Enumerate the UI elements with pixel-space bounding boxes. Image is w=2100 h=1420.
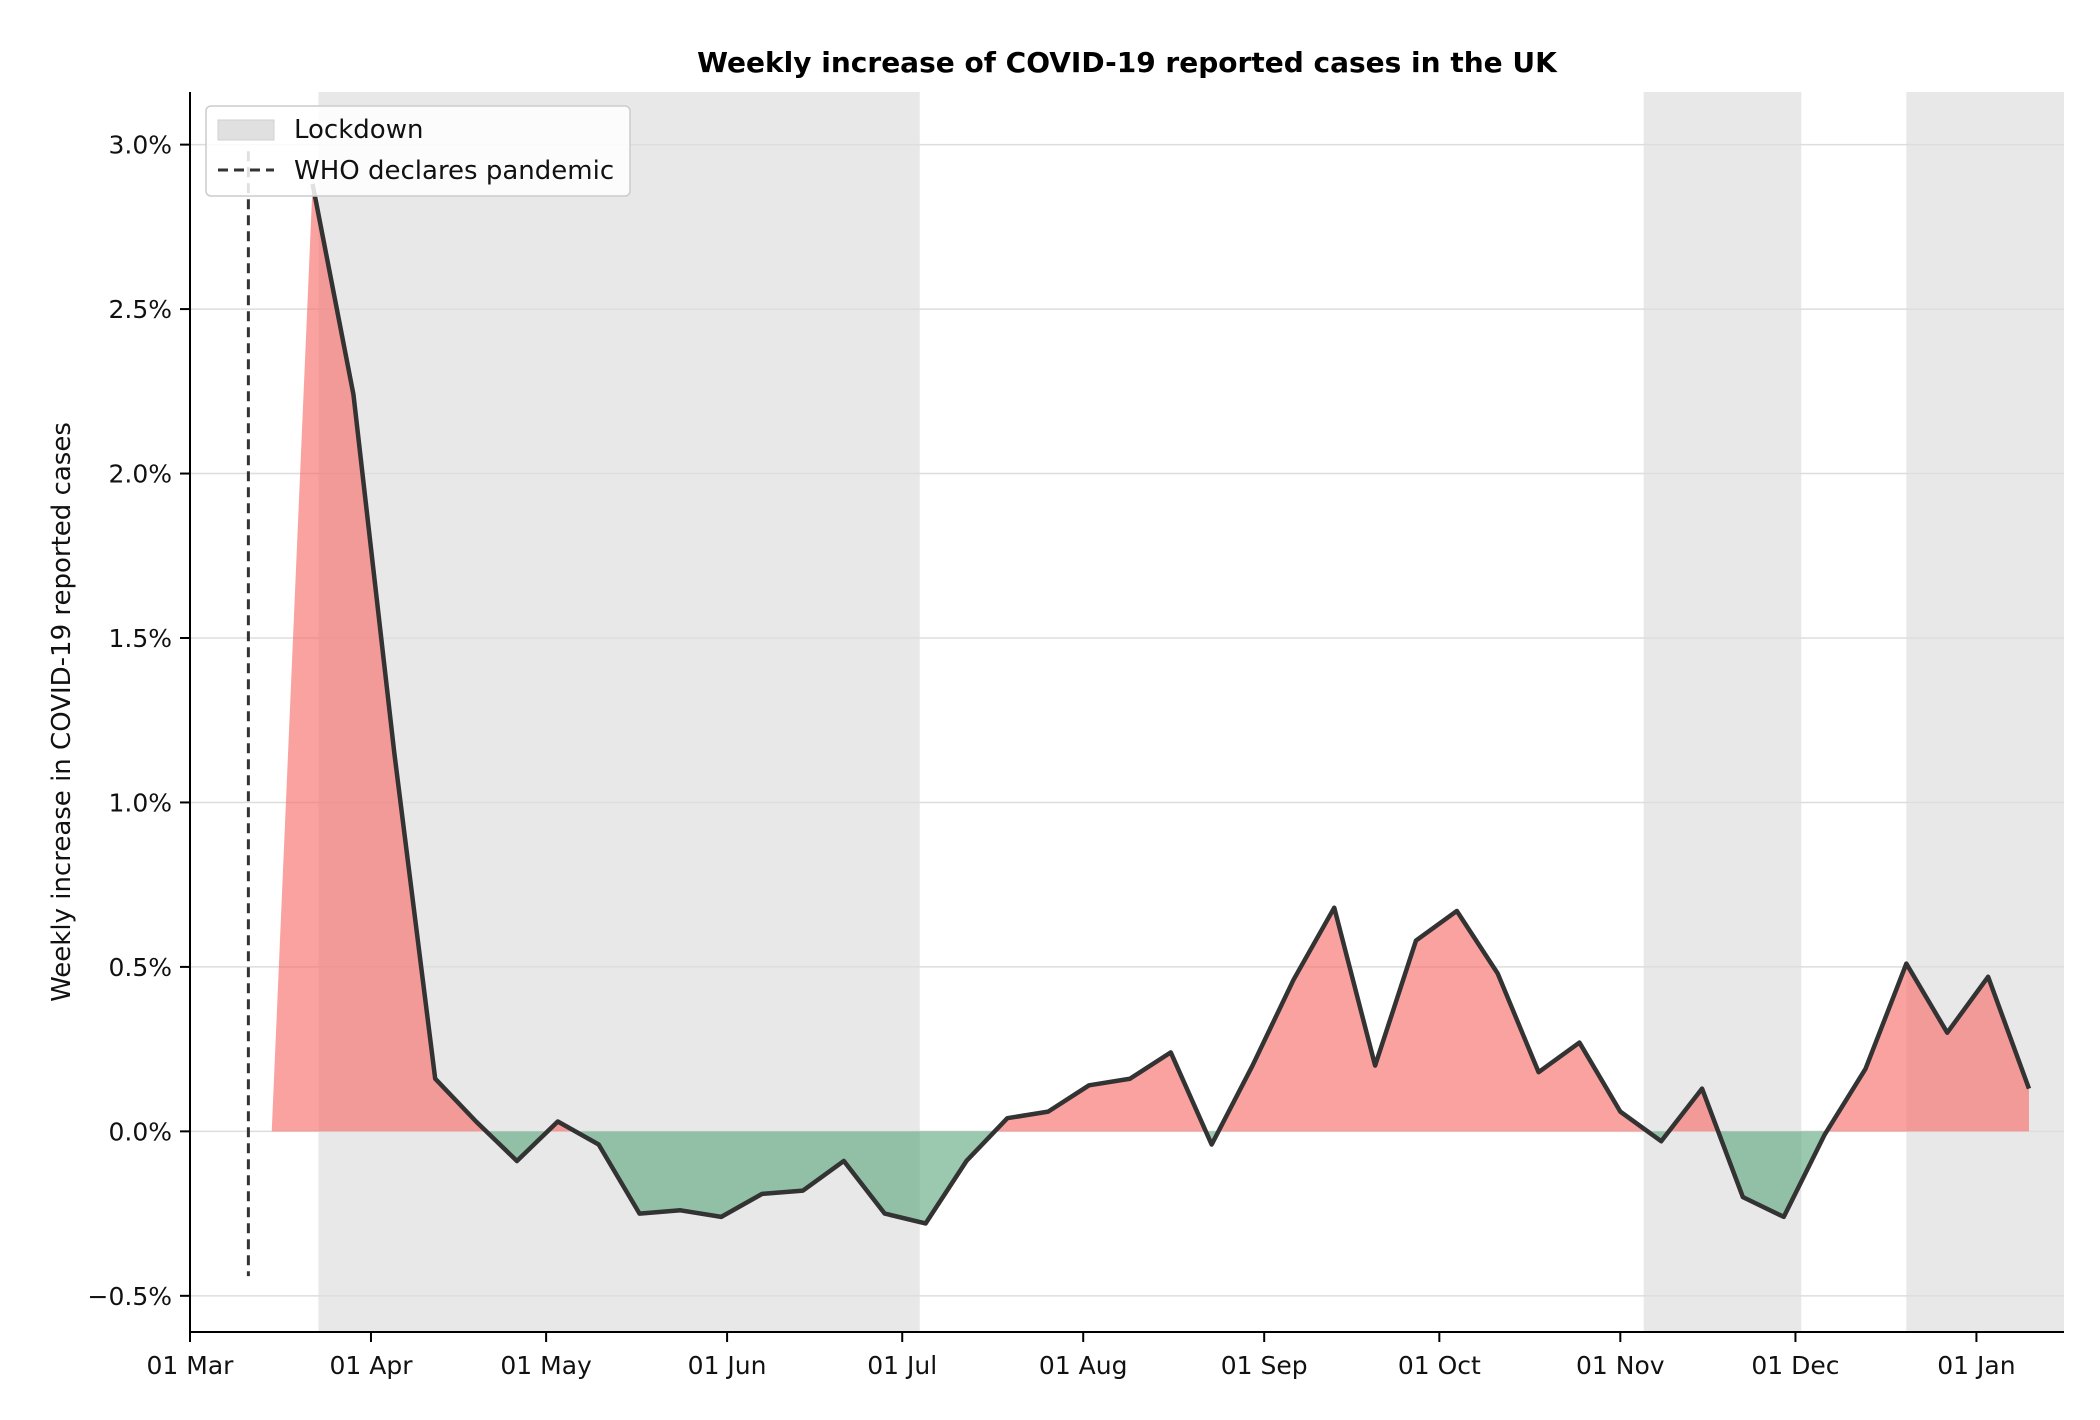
area-fills xyxy=(271,184,2029,1224)
x-tick-label-3: 01 Jun xyxy=(688,1351,767,1380)
x-tick-label-0: 01 Mar xyxy=(147,1351,235,1380)
tick-labels: −0.5% 0.0% 0.5% 1.0% 1.5% 2.0% 2.5% 3.0% 01 Mar 0… xyxy=(88,131,2016,1380)
axes xyxy=(189,92,2064,1333)
chart-title: Weekly increase of COVID-19 reported cas… xyxy=(697,46,1558,79)
legend-box xyxy=(205,105,631,197)
negative-area xyxy=(486,1131,1827,1224)
y-tick-label-7: 3.0% xyxy=(108,131,172,160)
y-tick-label-1: 0.0% xyxy=(108,1117,172,1146)
legend-lockdown-swatch xyxy=(217,119,275,141)
x-tick-label-6: 01 Sep xyxy=(1221,1351,1308,1380)
y-tick-label-0: −0.5% xyxy=(88,1282,172,1311)
legend: Lockdown WHO declares pandemic xyxy=(205,105,631,197)
x-tick-label-9: 01 Dec xyxy=(1751,1351,1839,1380)
legend-pandemic-label: WHO declares pandemic xyxy=(294,156,614,186)
lockdown-region-2 xyxy=(1643,92,1802,1332)
x-tick-label-2: 01 May xyxy=(500,1351,592,1380)
y-tick-label-6: 2.5% xyxy=(108,295,172,324)
y-axis-label: Weekly increase in COVID-19 reported cas… xyxy=(47,422,77,1002)
x-tick-label-4: 01 Jul xyxy=(867,1351,937,1380)
y-tick-label-2: 0.5% xyxy=(108,953,172,982)
x-tick-label-8: 01 Nov xyxy=(1576,1351,1665,1380)
x-tick-label-5: 01 Aug xyxy=(1039,1351,1128,1380)
series-line-layer xyxy=(310,183,2032,1226)
y-tick-label-3: 1.0% xyxy=(108,788,172,817)
lockdown-region-3 xyxy=(1906,92,2064,1332)
y-tick-label-5: 2.0% xyxy=(108,460,172,489)
x-tick-label-10: 01 Jan xyxy=(1937,1351,2015,1380)
y-tick-label-4: 1.5% xyxy=(108,624,172,653)
series-line xyxy=(310,183,2032,1226)
legend-lockdown-label: Lockdown xyxy=(294,115,423,145)
x-tick-label-7: 01 Oct xyxy=(1398,1351,1481,1380)
x-tick-label-1: 01 Apr xyxy=(329,1351,413,1380)
